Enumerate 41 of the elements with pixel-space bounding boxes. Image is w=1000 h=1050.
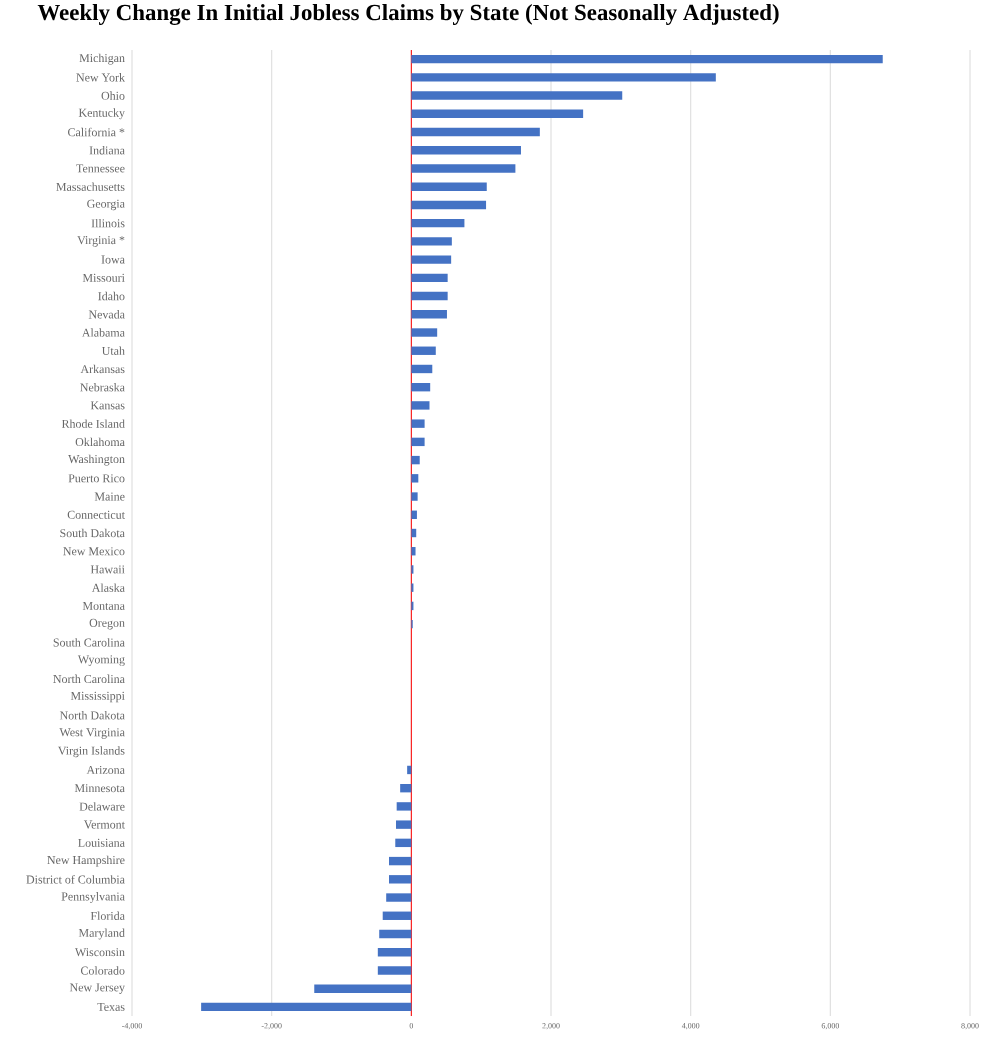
bar (400, 783, 412, 793)
bar (411, 255, 452, 264)
bar (411, 437, 425, 447)
bar (411, 237, 452, 246)
bar (201, 1002, 412, 1012)
bar (377, 948, 412, 957)
bar (411, 291, 448, 301)
bar (396, 802, 412, 811)
bar (411, 218, 465, 228)
bar (411, 164, 516, 173)
chart-title: Weekly Change In Initial Jobless Claims by State (Not Seasonally Adjusted) (37, 4, 779, 26)
bar (411, 146, 521, 155)
bar (388, 875, 412, 884)
bar (411, 200, 487, 210)
bar (314, 984, 412, 993)
bar (411, 109, 584, 118)
bar (377, 966, 412, 975)
bar (411, 127, 540, 137)
bar (411, 492, 418, 501)
bar (395, 820, 412, 829)
bar (411, 382, 431, 392)
bar (411, 91, 623, 100)
bar (411, 474, 419, 483)
bar (386, 893, 412, 902)
bar (411, 273, 448, 283)
bar (382, 911, 412, 920)
bar (411, 510, 417, 519)
bar (411, 328, 438, 337)
bar (411, 346, 436, 355)
bar (395, 838, 412, 848)
bar (411, 73, 716, 82)
bar (388, 856, 412, 866)
bar (411, 455, 420, 465)
bar (411, 310, 447, 319)
bar (411, 54, 883, 64)
bar (411, 182, 487, 191)
bar (379, 929, 412, 939)
bar (411, 401, 430, 410)
bar (411, 419, 425, 428)
bar (411, 528, 417, 538)
bar (411, 364, 433, 374)
